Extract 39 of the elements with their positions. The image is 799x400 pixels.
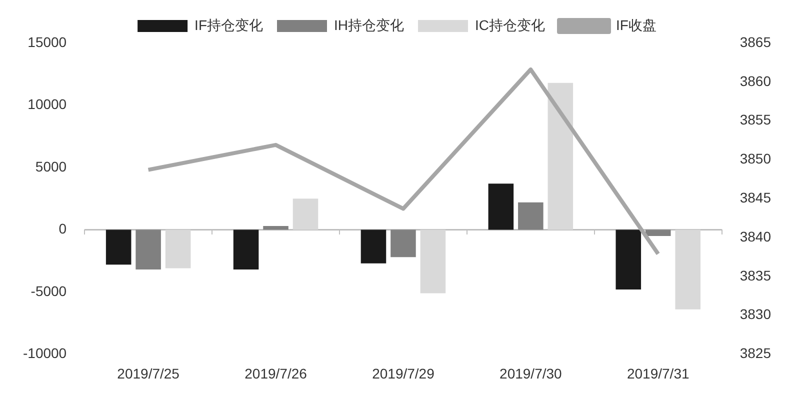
bar bbox=[518, 202, 544, 230]
bar bbox=[165, 230, 191, 268]
bar bbox=[136, 230, 161, 270]
y2-tick-label: 3865 bbox=[740, 34, 772, 50]
y2-tick-label: 3850 bbox=[740, 150, 772, 167]
legend-label: IH持仓变化 bbox=[334, 16, 404, 33]
y-tick-label: -10000 bbox=[23, 345, 67, 362]
bar bbox=[675, 230, 701, 310]
bar bbox=[106, 230, 132, 265]
y2-tick-label: 3855 bbox=[740, 112, 772, 128]
bar bbox=[292, 198, 318, 230]
y-tick-label: 10000 bbox=[28, 96, 67, 112]
x-tick-label: 2019/7/25 bbox=[117, 365, 180, 382]
x-tick-label: 2019/7/30 bbox=[500, 365, 562, 382]
y2-tick-label: 3835 bbox=[740, 267, 772, 284]
y2-tick-label: 3830 bbox=[740, 306, 772, 322]
bar bbox=[616, 230, 642, 290]
bar bbox=[420, 230, 446, 294]
bar bbox=[390, 230, 416, 258]
x-tick-label: 2019/7/29 bbox=[372, 365, 435, 382]
bar bbox=[645, 230, 671, 236]
legend-label: IC持仓变化 bbox=[475, 16, 545, 33]
bar bbox=[548, 82, 574, 230]
y2-tick-label: 3825 bbox=[740, 345, 772, 362]
y-tick-label: 5000 bbox=[35, 158, 67, 174]
bar bbox=[233, 230, 259, 270]
legend-label: IF持仓变化 bbox=[194, 16, 264, 33]
y-tick-label: 15000 bbox=[28, 34, 67, 50]
bar bbox=[263, 226, 288, 230]
y-tick-label: -5000 bbox=[30, 282, 67, 299]
bar bbox=[488, 184, 514, 230]
y-tick-label: 0 bbox=[58, 220, 67, 237]
bar bbox=[360, 230, 386, 264]
y2-tick-label: 3845 bbox=[740, 189, 772, 206]
x-tick-label: 2019/7/26 bbox=[244, 365, 308, 382]
y2-tick-label: 3840 bbox=[740, 228, 772, 244]
legend-label: IF收盘 bbox=[616, 16, 656, 33]
x-tick-label: 2019/7/31 bbox=[626, 365, 690, 382]
y2-tick-label: 3860 bbox=[740, 72, 772, 89]
